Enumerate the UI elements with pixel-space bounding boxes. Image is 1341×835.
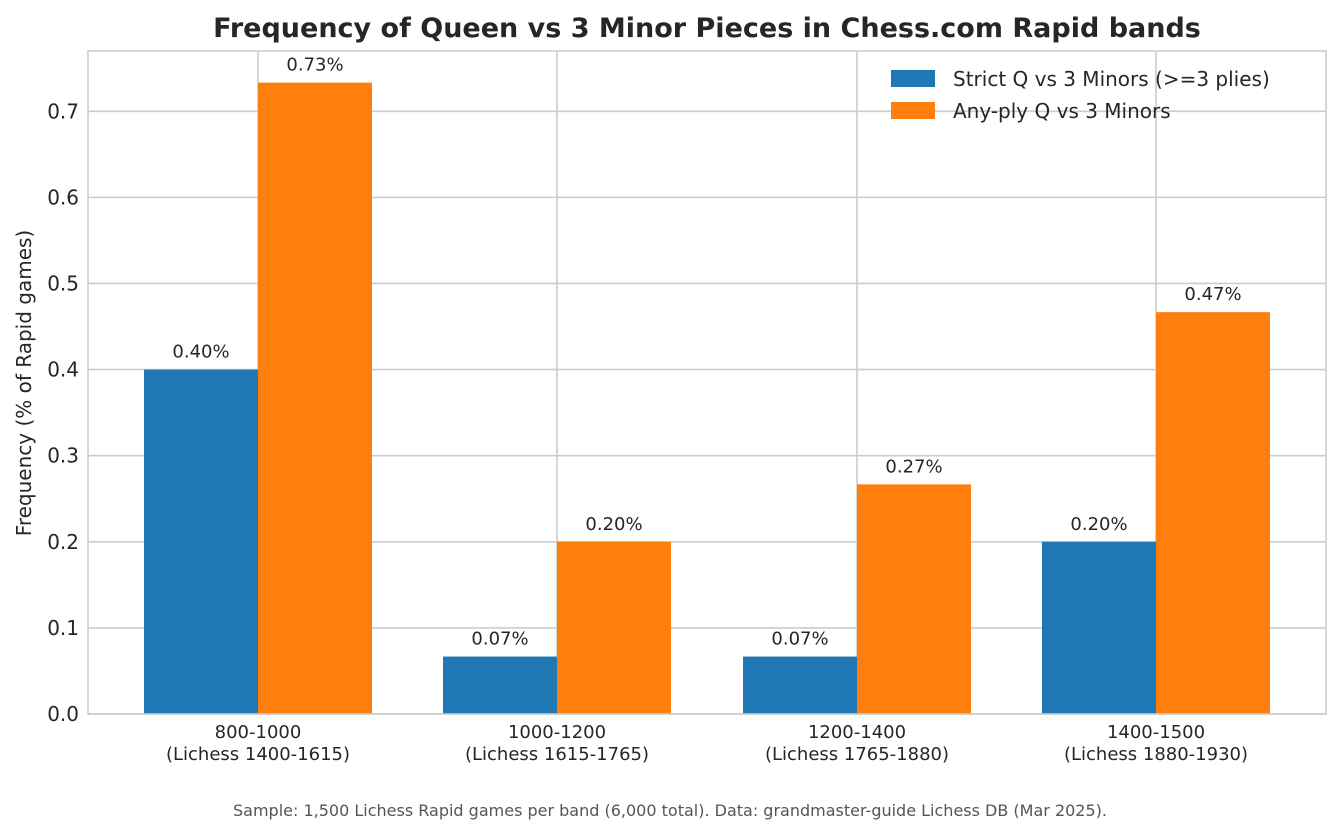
legend-swatch-strict bbox=[891, 70, 935, 87]
bar-any-ply bbox=[557, 541, 671, 714]
data-label: 0.07% bbox=[471, 629, 528, 650]
y-tick-label: 0.2 bbox=[47, 530, 79, 554]
chart-title: Frequency of Queen vs 3 Minor Pieces in … bbox=[213, 13, 1201, 44]
legend-swatch-any-ply bbox=[891, 102, 935, 119]
y-tick-label: 0.0 bbox=[47, 702, 79, 726]
x-tick-label: 1400-1500 bbox=[1107, 722, 1205, 743]
y-tick-label: 0.7 bbox=[47, 99, 79, 123]
x-tick-label: 800-1000 bbox=[215, 722, 302, 743]
y-tick-label: 0.1 bbox=[47, 616, 79, 640]
bar-any-ply bbox=[258, 82, 372, 715]
legend-label-any-ply: Any-ply Q vs 3 Minors bbox=[953, 99, 1171, 123]
bar-strict bbox=[443, 656, 557, 714]
data-label: 0.07% bbox=[771, 629, 828, 650]
y-tick-label: 0.3 bbox=[47, 444, 79, 468]
y-tick-label: 0.5 bbox=[47, 271, 79, 295]
x-tick-label: (Lichess 1765-1880) bbox=[765, 744, 949, 765]
x-tick-label: 1000-1200 bbox=[508, 722, 606, 743]
y-tick-label: 0.6 bbox=[47, 185, 79, 209]
data-label: 0.73% bbox=[286, 55, 343, 76]
y-tick-label: 0.4 bbox=[47, 358, 79, 382]
y-axis-ticks: 0.0 0.1 0.2 0.3 0.4 0.5 0.6 0.7 bbox=[47, 99, 79, 726]
plot-frame bbox=[87, 50, 1327, 715]
data-label: 0.20% bbox=[585, 514, 642, 535]
data-label: 0.47% bbox=[1184, 284, 1241, 305]
bar-any-ply bbox=[857, 484, 971, 714]
legend-label-strict: Strict Q vs 3 Minors (>=3 plies) bbox=[953, 67, 1270, 91]
data-label: 0.20% bbox=[1070, 514, 1127, 535]
data-label: 0.27% bbox=[885, 456, 942, 477]
y-axis-label: Frequency (% of Rapid games) bbox=[12, 230, 36, 536]
footnote: Sample: 1,500 Lichess Rapid games per ba… bbox=[233, 801, 1107, 820]
x-tick-label: (Lichess 1880-1930) bbox=[1064, 744, 1248, 765]
bars bbox=[144, 82, 1270, 715]
bar-strict bbox=[1042, 541, 1156, 714]
bar-any-ply bbox=[1156, 312, 1270, 714]
data-label: 0.40% bbox=[172, 342, 229, 363]
x-axis-ticks: 800-1000(Lichess 1400-1615)1000-1200(Lic… bbox=[166, 722, 1248, 765]
x-tick-label: (Lichess 1615-1765) bbox=[465, 744, 649, 765]
legend: Strict Q vs 3 Minors (>=3 plies) Any-ply… bbox=[891, 67, 1270, 123]
x-tick-label: (Lichess 1400-1615) bbox=[166, 744, 350, 765]
bar-strict bbox=[743, 656, 857, 714]
data-labels: 0.40% 0.07% 0.07% 0.20% 0.73% 0.20% 0.27% 0.47% bbox=[172, 55, 1241, 650]
x-tick-label: 1200-1400 bbox=[808, 722, 906, 743]
bar-strict bbox=[144, 369, 258, 714]
